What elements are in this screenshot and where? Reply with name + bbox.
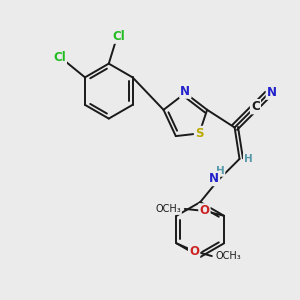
Text: OCH₃: OCH₃ — [155, 204, 181, 214]
Text: S: S — [195, 127, 203, 140]
Text: O: O — [200, 204, 209, 218]
Text: Cl: Cl — [53, 51, 66, 64]
Text: OCH₃: OCH₃ — [216, 251, 242, 261]
Text: O: O — [189, 244, 199, 258]
Text: H: H — [244, 154, 253, 164]
Text: N: N — [209, 172, 219, 185]
Text: N: N — [267, 86, 277, 99]
Text: N: N — [180, 85, 190, 98]
Text: C: C — [251, 100, 260, 113]
Text: Cl: Cl — [112, 30, 125, 43]
Text: H: H — [215, 166, 224, 176]
